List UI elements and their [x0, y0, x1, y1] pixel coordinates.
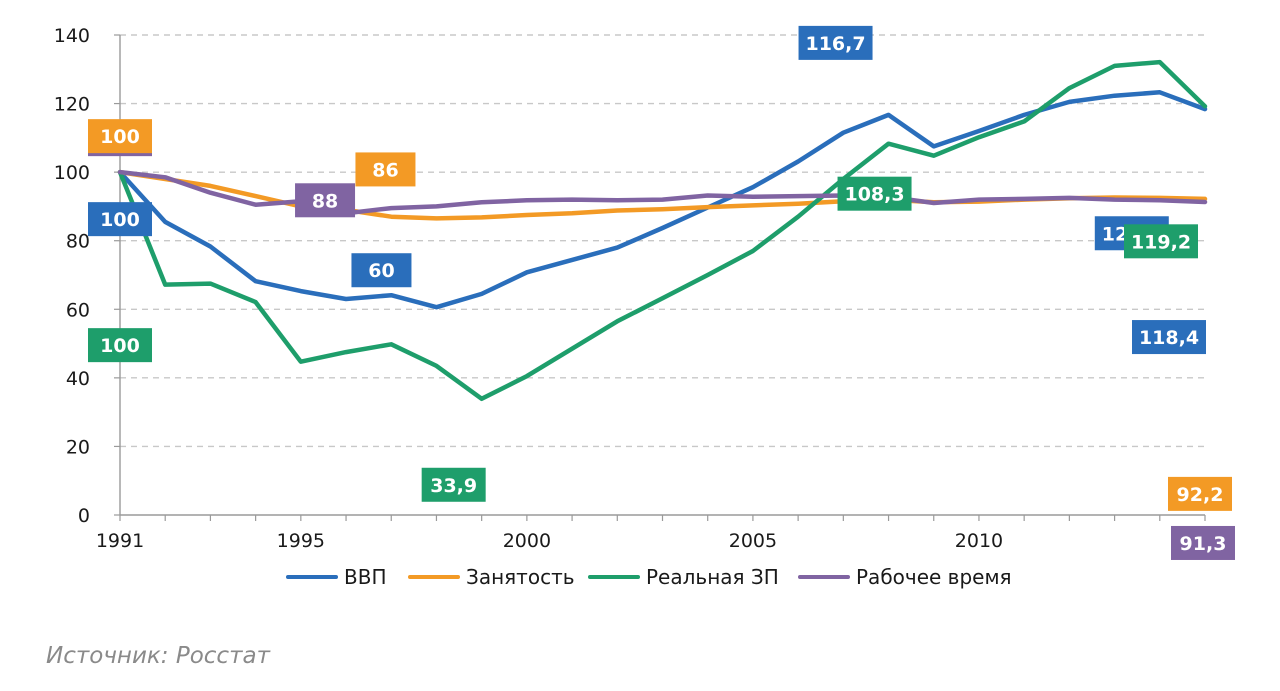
y-tick-label: 80: [66, 231, 90, 253]
source-note: Источник: Росстат: [46, 643, 270, 669]
data-label-box: [88, 119, 152, 154]
axes: 0204060801001201401991199520002005201020…: [54, 25, 1229, 552]
gridlines: [120, 34, 1205, 448]
x-tick-label: 1995: [277, 530, 325, 552]
y-tick-label: 40: [66, 368, 90, 390]
data-label-text: 116,7: [805, 33, 865, 55]
x-tick-label: 2005: [729, 530, 777, 552]
legend-item-gdp: ВВП: [286, 562, 386, 592]
data-label-text: 33,9: [430, 475, 477, 497]
data-label-gdp: 116,7: [798, 25, 873, 60]
legend-swatch-real-wage: [588, 575, 640, 579]
y-tick-label: 60: [66, 299, 90, 321]
data-label-box: [1168, 476, 1232, 511]
y-tick-label: 20: [66, 436, 90, 458]
data-label-box: [421, 467, 486, 502]
data-label-text: 118,4: [1139, 327, 1199, 349]
data-label-real-wage: 108,3: [837, 176, 912, 211]
data-label-gdp: 100: [88, 202, 152, 237]
data-label-text: 92,2: [1177, 484, 1224, 506]
data-label-text: 60: [368, 260, 394, 282]
data-label-real-wage: 33,9: [421, 467, 486, 502]
data-label-text: 100: [100, 335, 140, 357]
data-label-text: 86: [372, 159, 398, 181]
data-label-box: [88, 202, 152, 237]
data-label-real-wage: 119,2: [1124, 224, 1198, 259]
data-label-box: [798, 25, 873, 60]
data-label-text: 108,3: [844, 184, 904, 206]
data-label-box: [295, 183, 356, 218]
data-label-box: [88, 328, 152, 363]
data-label-gdp: 60: [351, 253, 412, 288]
y-tick-label: 140: [54, 25, 90, 47]
legend-label-employment: Занятость: [466, 565, 575, 589]
legend-item-real-wage: Реальная ЗП: [588, 562, 779, 592]
series-line-gdp: [117, 90, 1208, 310]
data-label-employment: 100: [88, 119, 152, 154]
series-lines: [117, 59, 1208, 402]
data-label-text: 88: [312, 190, 338, 212]
data-label-text: 100: [100, 209, 140, 231]
legend-label-gdp: ВВП: [344, 565, 387, 589]
series-line-real-wage: [117, 59, 1208, 402]
legend-label-real-wage: Реальная ЗП: [646, 565, 779, 589]
line-chart: 0204060801001201401991199520002005201020…: [54, 25, 1235, 560]
data-label-text: 119,2: [1131, 231, 1191, 253]
data-label-employment: 86: [355, 152, 416, 187]
y-tick-label: 120: [54, 94, 90, 116]
data-label-box: [1132, 320, 1206, 355]
data-label-box: [1124, 224, 1198, 259]
data-label-real-wage: 100: [88, 328, 152, 363]
data-label-box: [355, 152, 416, 187]
data-label-box: [1171, 525, 1235, 560]
series-line-employment: [117, 169, 1208, 221]
legend-item-employment: Занятость: [408, 562, 575, 592]
legend-swatch-gdp: [286, 575, 338, 579]
legend-label-working-time: Рабочее время: [856, 565, 1012, 589]
legend-item-working-time: Рабочее время: [798, 562, 1012, 592]
data-label-gdp: 118,4: [1132, 320, 1206, 355]
legend-swatch-working-time: [798, 575, 850, 579]
x-tick-label: 2000: [503, 530, 551, 552]
y-tick-label: 0: [78, 505, 90, 527]
data-label-text: 100: [100, 126, 140, 148]
x-tick-label: 2010: [955, 530, 1003, 552]
data-labels: 10010010010088866033,9116,7108,3132,1123…: [88, 25, 1235, 560]
data-label-working-time: 88: [295, 183, 356, 218]
x-tick-label: 1991: [96, 530, 144, 552]
legend: ВВП Занятость Реальная ЗП Рабочее время: [0, 562, 1280, 592]
data-label-box: [351, 253, 412, 288]
data-label-working-time: 91,3: [1171, 525, 1235, 560]
data-label-box: [837, 176, 912, 211]
y-tick-label: 100: [54, 162, 90, 184]
data-label-text: 91,3: [1180, 533, 1227, 555]
legend-swatch-employment: [408, 575, 460, 579]
data-label-employment: 92,2: [1168, 476, 1232, 511]
